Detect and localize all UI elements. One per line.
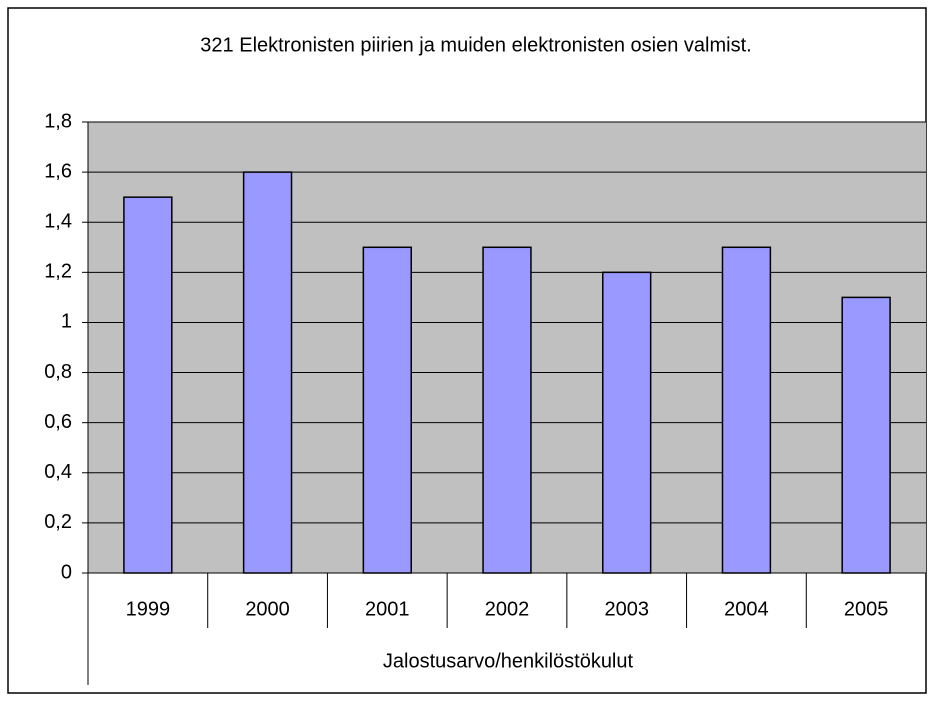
y-tick-label: 1 [61,311,72,333]
x-tick-label: 2002 [485,598,530,620]
y-tick-label: 0 [61,561,72,583]
x-tick-label: 1999 [126,598,171,620]
bar [841,296,891,574]
chart-title: 321 Elektronisten piirien ja muiden elek… [200,34,751,56]
x-axis-label: Jalostusarvo/henkilöstökulut [383,650,634,672]
bar [362,246,412,574]
y-tick-label: 1,4 [44,211,72,233]
y-tick-label: 1,2 [44,261,72,283]
x-tick-label: 2003 [604,598,649,620]
bar [721,246,772,574]
y-tick-label: 0,2 [44,511,72,533]
y-tick-label: 0,6 [44,411,72,433]
bar [482,246,532,574]
x-tick-label: 2005 [844,598,889,620]
x-tick-label: 2000 [245,598,290,620]
y-tick-label: 1,6 [44,160,72,182]
x-tick-label: 2001 [365,598,410,620]
bar [602,271,652,574]
y-tick-label: 0,8 [44,361,72,383]
x-tick-label: 2004 [724,598,769,620]
y-tick-label: 1,8 [44,110,72,132]
bar [123,196,173,574]
bar [242,171,293,574]
y-tick-label: 0,4 [44,461,72,483]
